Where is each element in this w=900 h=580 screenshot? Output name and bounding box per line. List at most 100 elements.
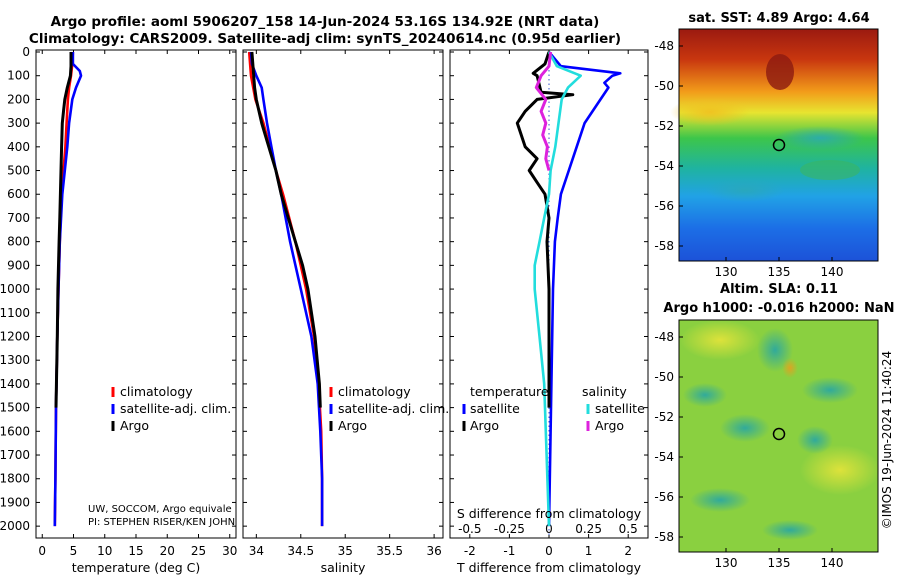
difference-xlabel-top: S difference from climatology — [457, 506, 642, 521]
temperature-series — [53, 51, 83, 527]
sla-map-y-tick-label: -56 — [654, 490, 674, 504]
difference-x-tick-label: -1 — [503, 544, 515, 558]
salinity-x-tick-label: 35.5 — [376, 544, 403, 558]
sla-low-patch — [757, 328, 793, 372]
sst-warm-tongue — [766, 54, 794, 90]
title-line-1: Argo profile: aoml 5906207_158 14-Jun-20… — [50, 14, 600, 30]
temperature-x-tick-label: 25 — [191, 544, 206, 558]
sla-low-patch — [762, 520, 818, 540]
depth-tick-label: 1700 — [0, 448, 30, 462]
sst-map — [670, 28, 879, 262]
depth-tick-label: 2000 — [0, 519, 30, 533]
sla-map-axes: 130 135 140 -48 -50 -52 -54 -56 -58 — [654, 330, 843, 570]
pi-note: PI: STEPHEN RISER/KEN JOHN — [88, 517, 235, 528]
series-line-argo — [250, 51, 322, 408]
depth-axis: 0 100 200 300 400 500 600 700 800 900 1000 1100 1200… — [0, 45, 648, 533]
imos-watermark: ©IMOS 19-Jun-2024 11:40:24 — [880, 351, 894, 529]
depth-tick-label: 500 — [7, 164, 30, 178]
temperature-legend: climatology satellite-adj. clim. Argo — [111, 384, 231, 433]
temperature-x-tick-label: 20 — [160, 544, 175, 558]
salinity-xlabel: salinity — [321, 560, 366, 575]
sst-map-title: sat. SST: 4.89 Argo: 4.64 — [688, 11, 869, 26]
legend-label-satellite: satellite-adj. clim. — [120, 401, 231, 416]
difference-top-tick-label: -0.5 — [458, 522, 481, 536]
sla-map-x-tick-label: 135 — [768, 556, 791, 570]
sla-map-y-tick-label: -58 — [654, 530, 674, 544]
depth-tick-label: 400 — [7, 140, 30, 154]
depth-tick-label: 1200 — [0, 329, 30, 343]
sst-map-x-tick-label: 140 — [821, 265, 844, 279]
title-line-2: Climatology: CARS2009. Satellite-adj cli… — [28, 31, 622, 47]
sla-yellow-patch — [680, 320, 760, 360]
depth-tick-label: 600 — [7, 187, 30, 201]
difference-series — [515, 51, 622, 527]
sla-map-title-1: Altim. SLA: 0.11 — [720, 282, 838, 297]
sst-map-y-tick-label: -48 — [654, 39, 674, 53]
temperature-x-tick-label: 10 — [97, 544, 112, 558]
sla-low-patch — [802, 377, 858, 403]
difference-legend: temperature salinity satellite Argo sate… — [462, 384, 645, 433]
salinity-x-tick-label: 34 — [249, 544, 264, 558]
sla-map-y-tick-label: -50 — [654, 370, 674, 384]
legend-label-argo: Argo — [338, 418, 367, 433]
temperature-x-tick-label: 5 — [70, 544, 78, 558]
salinity-panel-frame — [242, 49, 444, 539]
difference-top-tick-label: -0.25 — [494, 522, 525, 536]
legend-label-sal-satellite: satellite — [595, 401, 645, 416]
series-line-temperature-satellite — [547, 51, 622, 527]
sla-map — [678, 319, 880, 553]
sla-map-y-tick-label: -52 — [654, 410, 674, 424]
depth-tick-label: 0 — [22, 45, 30, 59]
sla-map-title-2: Argo h1000: -0.016 h2000: NaN — [663, 301, 894, 316]
sst-map-x-tick-label: 130 — [715, 265, 738, 279]
sst-cool-feature — [705, 178, 785, 202]
legend-title-salinity: salinity — [582, 384, 627, 399]
depth-tick-label: 1100 — [0, 306, 30, 320]
sst-green-eddy — [800, 160, 860, 180]
figure-title: Argo profile: aoml 5906207_158 14-Jun-20… — [0, 14, 650, 48]
legend-label-temp-satellite: satellite — [470, 401, 520, 416]
sla-map-x-tick-label: 140 — [821, 556, 844, 570]
sla-yellow-patch — [800, 445, 880, 495]
temperature-x-axis: 0 5 10 15 20 25 30 — [38, 50, 237, 558]
depth-tick-label: 700 — [7, 211, 30, 225]
series-line-salinity-argo — [534, 51, 553, 171]
depth-tick-label: 1800 — [0, 472, 30, 486]
difference-x-tick-label: 0 — [545, 544, 553, 558]
depth-tick-label: 1300 — [0, 353, 30, 367]
legend-label-argo: Argo — [120, 418, 149, 433]
depth-tick-label: 800 — [7, 235, 30, 249]
sla-map-y-tick-label: -54 — [654, 450, 674, 464]
depth-tick-label: 300 — [7, 116, 30, 130]
legend-label-satellite: satellite-adj. clim. — [338, 401, 449, 416]
data-source-note: UW, SOCCOM, Argo equivale — [88, 504, 232, 515]
depth-tick-label: 1000 — [0, 282, 30, 296]
salinity-legend: climatology satellite-adj. clim. Argo — [329, 384, 449, 433]
salinity-x-tick-label: 34.5 — [287, 544, 314, 558]
difference-x-tick-label: 2 — [624, 544, 632, 558]
sst-map-y-tick-label: -52 — [654, 119, 674, 133]
legend-title-temperature: temperature — [470, 384, 549, 399]
difference-x-tick-label: -2 — [464, 544, 476, 558]
sst-map-y-tick-label: -50 — [654, 79, 674, 93]
legend-label-sal-argo: Argo — [595, 418, 624, 433]
temperature-x-tick-label: 15 — [128, 544, 143, 558]
difference-x-tick-label: 1 — [585, 544, 593, 558]
difference-top-tick-label: 0.25 — [575, 522, 602, 536]
temperature-x-tick-label: 0 — [38, 544, 46, 558]
salinity-series — [247, 51, 324, 527]
series-line-climatology — [247, 51, 324, 527]
series-line-salinity-satellite — [533, 51, 583, 527]
depth-tick-label: 1900 — [0, 495, 30, 509]
legend-label-climatology: climatology — [338, 384, 411, 399]
sst-map-y-tick-label: -58 — [654, 239, 674, 253]
salinity-x-tick-label: 35 — [338, 544, 353, 558]
sla-low-patch — [690, 488, 750, 512]
sst-map-y-tick-label: -56 — [654, 199, 674, 213]
salinity-x-axis: 34 34.5 35 35.5 36 — [249, 50, 442, 558]
sst-map-y-tick-label: -54 — [654, 159, 674, 173]
depth-tick-label: 1600 — [0, 424, 30, 438]
depth-tick-label: 1400 — [0, 377, 30, 391]
sla-low-patch — [797, 426, 833, 454]
